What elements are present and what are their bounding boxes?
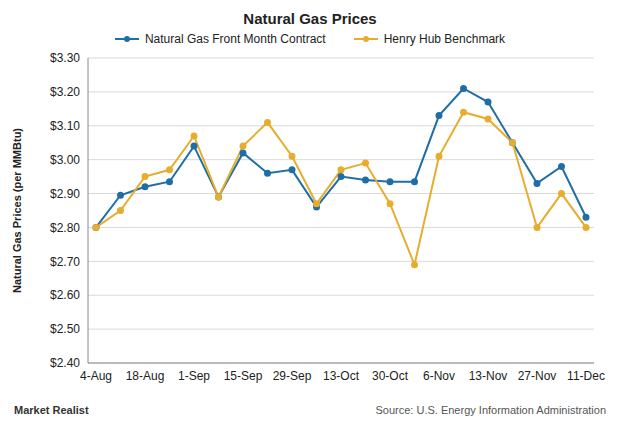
- svg-text:Natural Gas Prices (per MMBtu): Natural Gas Prices (per MMBtu): [11, 128, 23, 293]
- svg-text:$2.90: $2.90: [50, 187, 80, 201]
- svg-text:$2.40: $2.40: [50, 356, 80, 370]
- svg-text:18-Aug: 18-Aug: [126, 369, 165, 383]
- svg-text:30-Oct: 30-Oct: [372, 369, 409, 383]
- svg-text:11-Dec: 11-Dec: [567, 369, 605, 383]
- svg-text:6-Nov: 6-Nov: [423, 369, 455, 383]
- html-text:Natural Gas Front Month Contra: Natural Gas Front Month Contract: [144, 32, 326, 46]
- svg-text:$2.50: $2.50: [50, 322, 80, 336]
- svg-text:$2.60: $2.60: [50, 288, 80, 302]
- svg-text:1-Sep: 1-Sep: [178, 369, 210, 383]
- svg-text:$3.20: $3.20: [50, 85, 80, 99]
- svg-text:4-Aug: 4-Aug: [80, 369, 112, 383]
- svg-text:13-Nov: 13-Nov: [469, 369, 508, 383]
- html-text:Market Realist: Market Realist: [14, 404, 89, 416]
- svg-text:$3.10: $3.10: [50, 119, 80, 133]
- svg-text:$3.00: $3.00: [50, 153, 80, 167]
- html-text:Henry Hub Benchmark: Henry Hub Benchmark: [383, 32, 506, 46]
- svg-text:$3.30: $3.30: [50, 51, 80, 65]
- html-text:Source: U.S. Energy Informatio: Source: U.S. Energy Information Administ…: [375, 404, 606, 416]
- svg-text:15-Sep: 15-Sep: [224, 369, 263, 383]
- html-text:Natural Gas Prices: Natural Gas Prices: [243, 10, 377, 27]
- svg-text:13-Oct: 13-Oct: [323, 369, 360, 383]
- svg-text:$2.80: $2.80: [50, 221, 80, 235]
- svg-text:27-Nov: 27-Nov: [518, 369, 557, 383]
- svg-text:29-Sep: 29-Sep: [273, 369, 312, 383]
- svg-text:$2.70: $2.70: [50, 255, 80, 269]
